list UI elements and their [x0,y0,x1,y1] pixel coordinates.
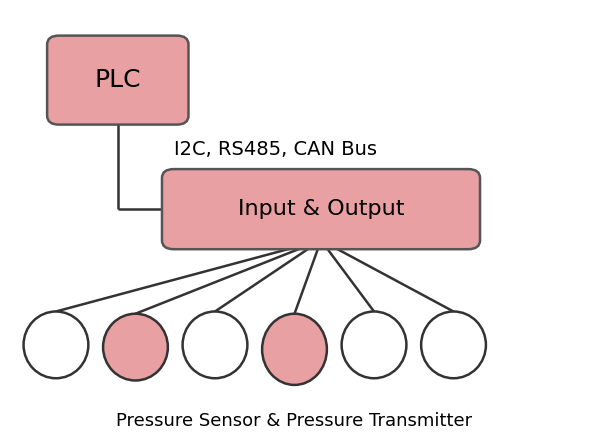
Text: PLC: PLC [95,68,141,92]
Text: Input & Output: Input & Output [238,199,404,219]
Ellipse shape [183,312,247,378]
Text: Pressure Sensor & Pressure Transmitter: Pressure Sensor & Pressure Transmitter [117,412,472,429]
Ellipse shape [342,312,406,378]
Ellipse shape [103,314,168,380]
Ellipse shape [421,312,486,378]
FancyBboxPatch shape [47,36,188,125]
FancyBboxPatch shape [162,169,480,249]
Ellipse shape [262,314,327,385]
Text: I2C, RS485, CAN Bus: I2C, RS485, CAN Bus [174,140,377,158]
Ellipse shape [24,312,88,378]
